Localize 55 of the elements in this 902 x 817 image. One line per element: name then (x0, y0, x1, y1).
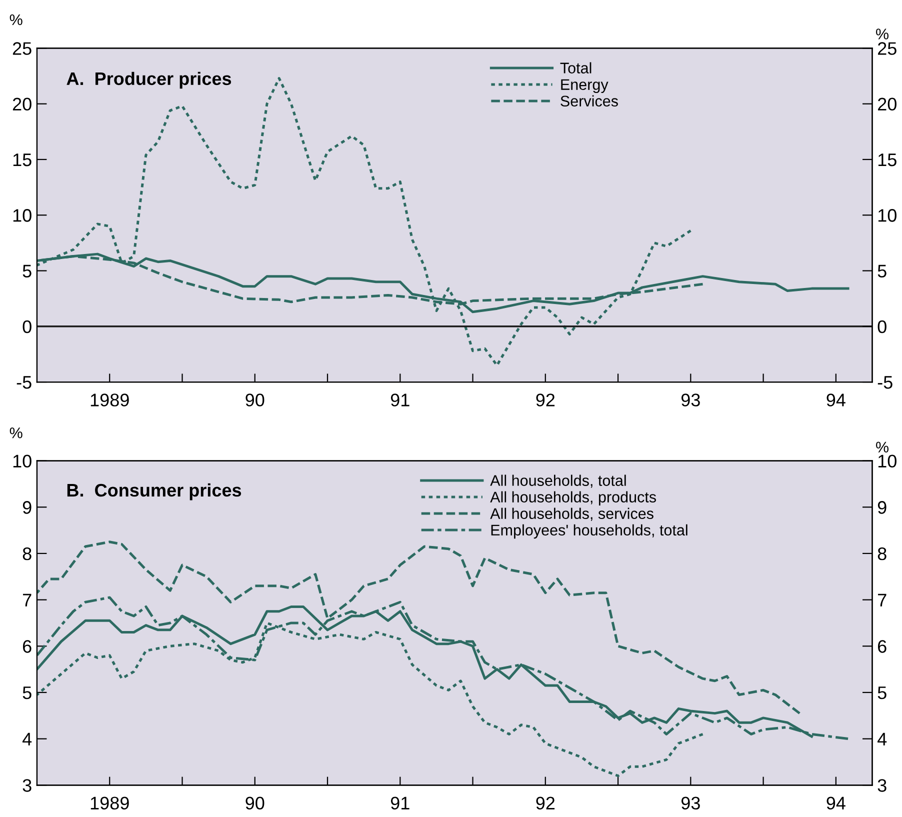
x-tick-label: 93 (681, 796, 700, 810)
legend-label: Energy (561, 79, 608, 94)
x-tick-label: 1989 (90, 796, 129, 810)
y2-tick-label: 5 (878, 686, 886, 700)
y-tick-label: 8 (22, 547, 32, 560)
y2-tick-label: 15 (878, 154, 896, 166)
x-tick-label: 91 (390, 394, 410, 406)
legend-label: All households, products (490, 491, 656, 506)
y-tick-label: 10 (13, 209, 32, 222)
x-tick-label: 92 (536, 796, 555, 810)
y2-tick-label: 25 (878, 42, 896, 55)
y2-tick-label: 4 (878, 732, 887, 746)
y-tick-label: 10 (13, 454, 32, 468)
legend-label: Total (560, 62, 592, 74)
y2-tick-label: 8 (878, 547, 886, 560)
y-axis-title: % (10, 14, 22, 26)
y2-tick-label: 5 (878, 264, 886, 278)
x-tick-label: 1989 (90, 394, 129, 406)
x-tick-label: 93 (681, 394, 700, 406)
legend-label: All households, services (490, 508, 654, 521)
y-tick-label: 15 (13, 154, 32, 166)
y2-tick-label: 20 (878, 98, 896, 111)
x-tick-label: 91 (390, 796, 410, 810)
y-tick-label: 25 (12, 42, 32, 55)
y2-tick-label: 9 (878, 501, 886, 514)
x-tick-label: 90 (246, 394, 264, 406)
y-tick-label: 5 (22, 264, 32, 278)
y-tick-label: 0 (22, 320, 32, 334)
y-tick-label: 5 (22, 686, 32, 700)
x-tick-label: 94 (826, 796, 846, 810)
y-tick-label: 7 (23, 594, 32, 606)
y-axis-title: % (10, 428, 22, 438)
text: A. Producer prices (66, 72, 232, 89)
legend-label: Services (560, 95, 618, 107)
x-tick-label: 90 (246, 796, 264, 810)
x-tick-label: 94 (826, 394, 846, 406)
x-tick-label: 92 (536, 394, 555, 406)
y-tick-label: 20 (12, 98, 32, 111)
legend-label: All households, total (490, 474, 626, 488)
y2-tick-label: 6 (878, 640, 886, 653)
y2-tick-label: -5 (878, 376, 892, 389)
y2-tick-label: 10 (878, 454, 896, 468)
y-tick-label: 3 (22, 779, 32, 792)
y2-tick-label: 3 (878, 779, 886, 792)
y-tick-label: 9 (22, 501, 32, 514)
legend-label: Employees' households, total (491, 524, 688, 539)
text: B. Consumer prices (67, 483, 242, 500)
y-tick-label: 4 (22, 732, 32, 746)
y-tick-label: -5 (16, 376, 32, 389)
y-tick-label: 6 (22, 640, 32, 653)
y2-tick-label: 7 (878, 594, 886, 606)
y2-tick-label: 10 (878, 209, 896, 222)
y2-axis-title: % (876, 28, 889, 40)
y2-tick-label: 0 (878, 320, 886, 334)
y2-axis-title: % (876, 442, 889, 452)
